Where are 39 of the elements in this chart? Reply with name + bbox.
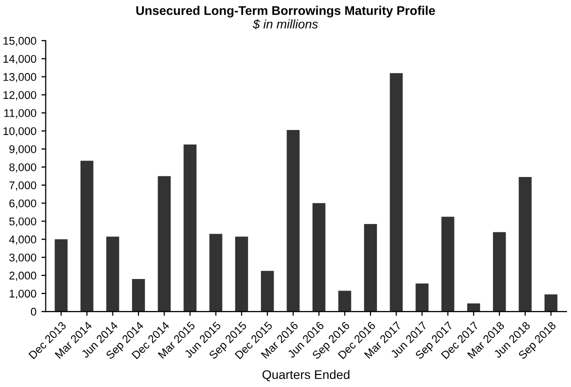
y-tick-label: 0	[30, 308, 36, 316]
bar	[286, 130, 300, 312]
bar	[492, 232, 506, 312]
bar	[544, 294, 558, 312]
y-tick-label: 12,000	[4, 91, 36, 100]
bar	[467, 303, 480, 312]
y-tick-label: 3,000	[9, 254, 36, 263]
bar	[441, 216, 454, 312]
y-tick-label: 4,000	[9, 236, 36, 245]
y-tick-label: 13,000	[4, 73, 36, 82]
bar	[416, 284, 429, 312]
bar	[132, 279, 145, 312]
y-tick-label: 1,000	[10, 290, 36, 299]
y-tick-label: 11,000	[4, 109, 36, 118]
bar	[54, 239, 68, 312]
bar	[312, 203, 326, 312]
y-tick-label: 8,000	[9, 163, 36, 173]
bar	[364, 224, 377, 312]
y-tick-label: 9,000	[9, 145, 36, 154]
y-tick-label: 6,000	[9, 199, 36, 209]
bar	[390, 73, 403, 312]
x-axis-title: Quarters Ended	[262, 370, 350, 382]
bar	[209, 234, 222, 312]
chart-subtitle: $ in millions	[252, 19, 318, 30]
y-tick-label: 5,000	[9, 218, 36, 227]
chart-title: Unsecured Long-Term Borrowings Maturity Profile	[136, 6, 435, 18]
y-tick-label: 14,000	[4, 54, 36, 64]
bar	[338, 290, 352, 312]
bar	[235, 236, 248, 312]
bar	[184, 144, 196, 312]
bar	[158, 176, 171, 312]
y-tick-label: 10,000	[4, 127, 36, 136]
y-tick-label: 15,000	[4, 36, 36, 46]
bar	[80, 160, 94, 312]
y-tick-label: 7,000	[9, 181, 36, 191]
y-tick-label: 2,000	[9, 272, 36, 281]
bar	[518, 176, 532, 312]
bar	[260, 270, 274, 312]
bar	[106, 236, 120, 312]
